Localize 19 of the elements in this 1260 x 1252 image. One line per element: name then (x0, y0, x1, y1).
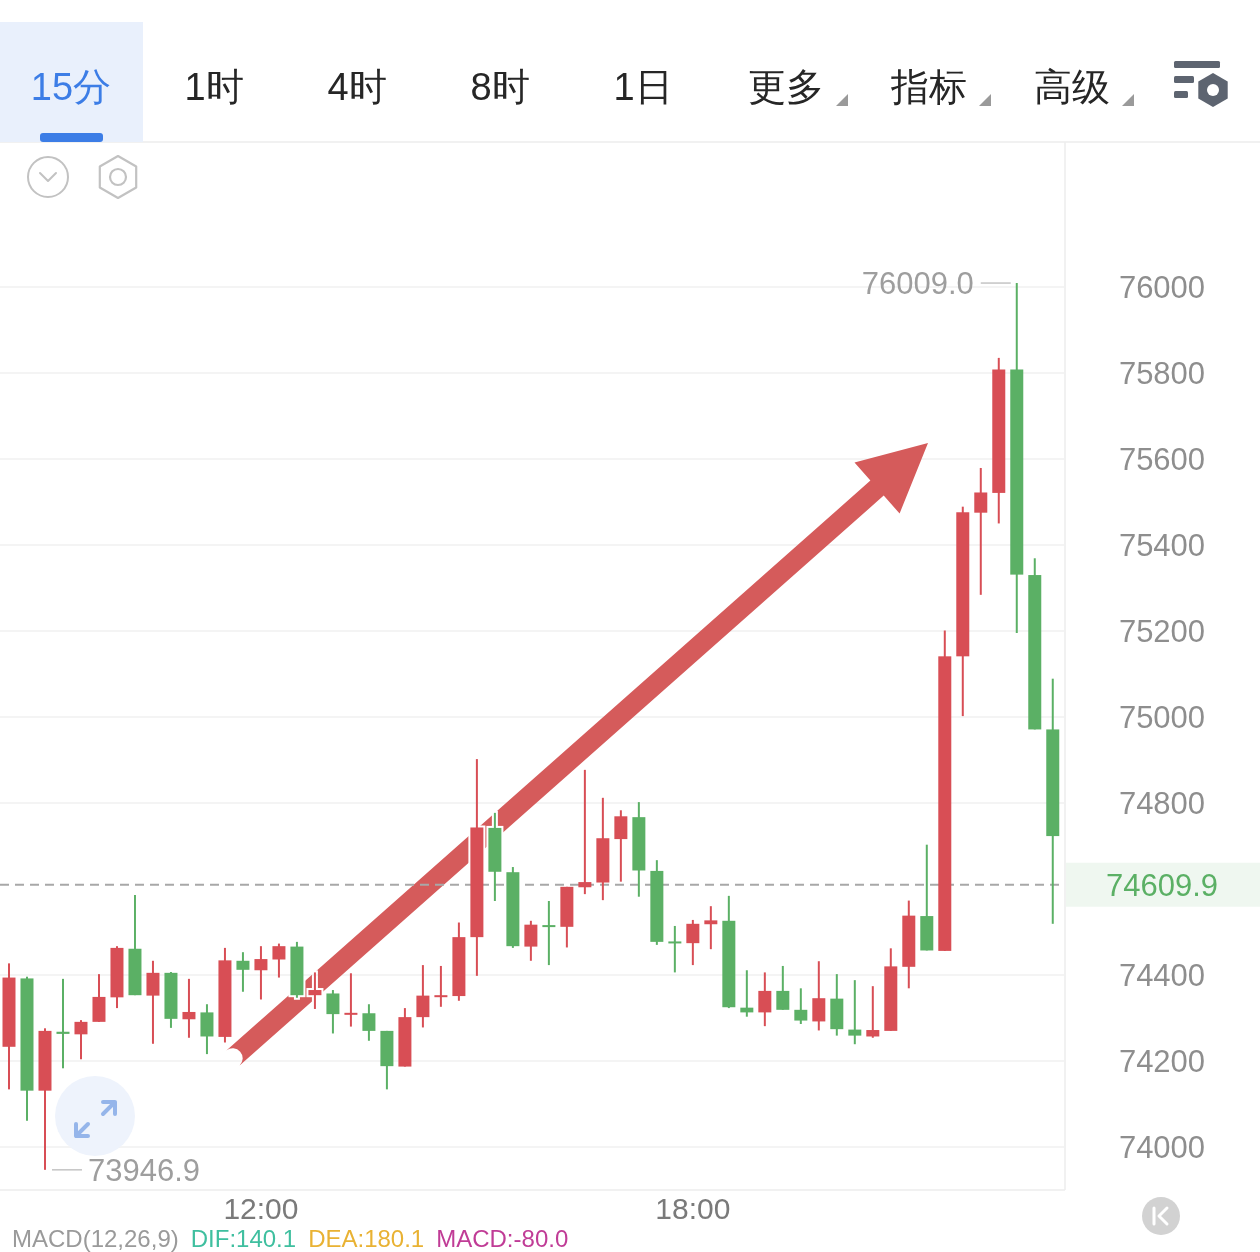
y-tick-label: 76000 (1118, 269, 1206, 305)
text: MACD:-80.0 (436, 1225, 569, 1252)
y-tick-label: 74800 (1118, 785, 1206, 821)
text: DEA:180.1 (308, 1225, 425, 1252)
y-tick-label: 74400 (1118, 957, 1206, 993)
ref-line-label: 74609.9 (1105, 867, 1219, 903)
x-tick-label: 12:00 (223, 1192, 299, 1225)
annotation: 73946.9 (87, 1152, 201, 1188)
y-tick-label: 75000 (1118, 699, 1206, 735)
y-tick-label: 74200 (1118, 1043, 1206, 1079)
annotation: 76009.0 (861, 266, 974, 302)
y-tick-label: 75200 (1118, 613, 1206, 649)
text: MACD(12,26,9) (12, 1225, 179, 1252)
y-tick-label: 74000 (1118, 1130, 1206, 1165)
x-tick-label: 18:00 (655, 1192, 731, 1225)
y-tick-label: 75600 (1118, 441, 1206, 477)
y-tick-label: 75400 (1118, 527, 1206, 563)
text: DIF:140.1 (190, 1225, 297, 1252)
y-tick-label: 75800 (1118, 355, 1206, 391)
